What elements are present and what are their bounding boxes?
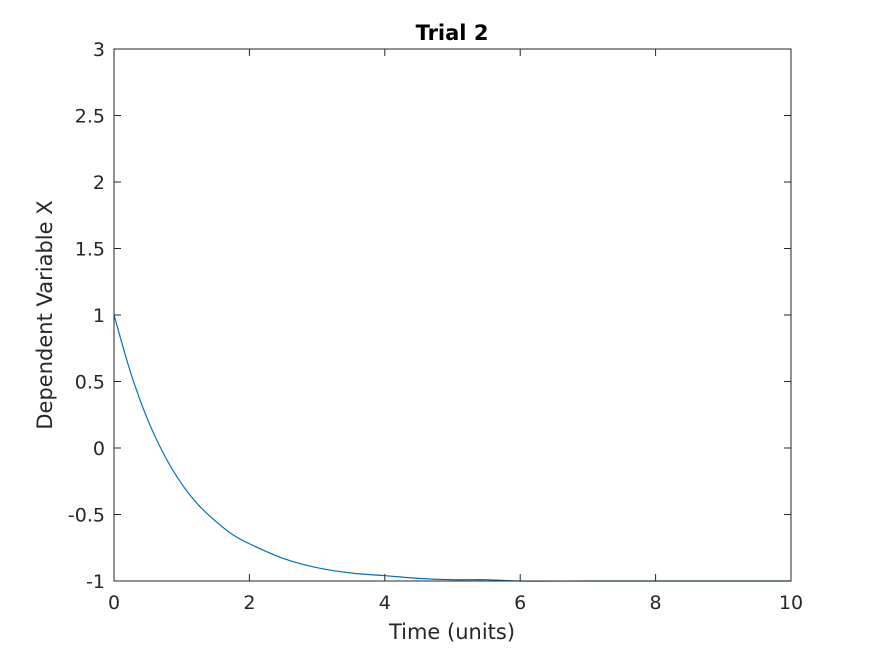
plot-area: [114, 49, 791, 581]
x-tick-label: 0: [108, 592, 120, 614]
x-tick-label: 2: [243, 592, 255, 614]
x-tick-label: 6: [514, 592, 526, 614]
y-tick-label: 0: [93, 438, 105, 460]
y-tick-label: -1: [86, 571, 105, 593]
axes-box: [113, 48, 792, 582]
y-tick-label: 2.5: [75, 106, 105, 128]
y-tick-label: -0.5: [68, 505, 105, 527]
y-tick-label: 3: [93, 39, 105, 61]
y-tick-label: 2: [93, 172, 105, 194]
y-tick-label: 1: [93, 305, 105, 327]
x-tick-label: 10: [779, 592, 803, 614]
x-axis-label: Time (units): [388, 620, 515, 644]
x-tick-label: 8: [650, 592, 662, 614]
tick-layer: 0 2 4 6 8 10 -1 -0.5 0 0.5 1 1.5 2 2.5 3: [68, 39, 803, 614]
y-axis-label: Dependent Variable X: [33, 200, 57, 429]
y-tick-label: 0.5: [75, 372, 105, 394]
y-tick-label: 1.5: [75, 239, 105, 261]
chart-title: Trial 2: [416, 21, 489, 45]
x-tick-label: 4: [379, 592, 391, 614]
